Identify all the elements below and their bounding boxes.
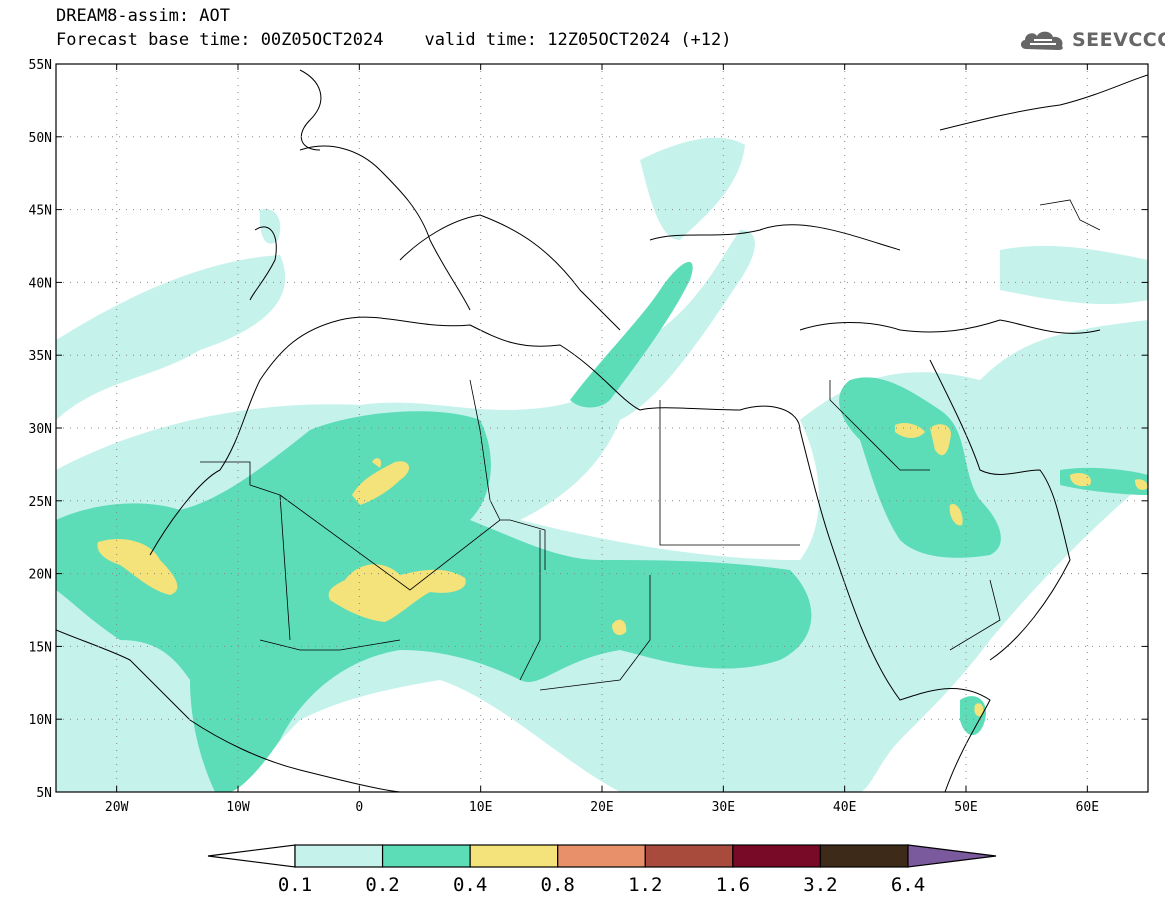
lat-tick-label: 55N: [29, 58, 52, 73]
logo-text: SEEVCCC: [1072, 29, 1165, 51]
lon-tick-label: 0: [355, 800, 363, 815]
colorbar-high-arrow: [907, 844, 997, 868]
forecast-time-subtitle: Forecast base time: 00Z05OCT2024 valid t…: [56, 30, 732, 50]
colorbar-segment: [819, 844, 909, 868]
lat-tick-label: 45N: [29, 204, 52, 219]
lon-tick-label: 10E: [469, 800, 492, 815]
longitude-axis: 20W 10W 0 10E 20E 30E 40E 50E 60E: [105, 64, 1099, 815]
colorbar-segment: [381, 844, 471, 868]
colorbar: 0.1 0.2 0.4 0.8 1.2 1.6 3.2 6.4: [207, 844, 997, 896]
colorbar-segment: [294, 844, 384, 868]
coastlines: [56, 69, 1148, 792]
lat-tick-label: 25N: [29, 495, 52, 510]
colorbar-segment: [469, 844, 559, 868]
colorbar-label: 0.8: [541, 874, 575, 896]
lat-tick-label: 30N: [29, 422, 52, 437]
lon-tick-label: 10W: [226, 800, 250, 815]
lat-tick-label: 15N: [29, 640, 52, 655]
lat-tick-label: 40N: [29, 276, 52, 291]
lon-tick-label: 20E: [590, 800, 613, 815]
latitude-axis: 5N 10N 15N 20N 25N 30N 35N 40N 45N 50N 55N: [29, 58, 1148, 801]
cloud-icon: [1020, 31, 1063, 50]
colorbar-segment: [557, 844, 646, 868]
lon-tick-label: 60E: [1076, 800, 1099, 815]
colorbar-label: 6.4: [891, 874, 925, 896]
lon-tick-label: 50E: [954, 800, 977, 815]
colorbar-label: 1.2: [628, 874, 662, 896]
colorbar-segment: [644, 844, 734, 868]
lon-tick-label: 20W: [105, 800, 129, 815]
colorbar-label: 1.6: [716, 874, 750, 896]
colorbar-label: 0.1: [278, 874, 312, 896]
colorbar-label: 3.2: [803, 874, 837, 896]
aot-level-0.4: [97, 422, 1148, 717]
colorbar-label: 0.4: [453, 874, 487, 896]
lon-tick-label: 30E: [712, 800, 735, 815]
lat-tick-label: 35N: [29, 349, 52, 364]
lat-tick-label: 20N: [29, 568, 52, 583]
lat-tick-label: 10N: [29, 713, 52, 728]
aot-field: [56, 64, 1148, 792]
colorbar-segment: [732, 844, 822, 868]
colorbar-low-arrow: [207, 844, 296, 868]
seevccc-logo: SEEVCCC: [1018, 24, 1165, 56]
lat-tick-label: 50N: [29, 131, 52, 146]
colorbar-label: 0.2: [365, 874, 399, 896]
country-borders: [200, 199, 1101, 691]
map-title: DREAM8-assim: AOT: [56, 6, 230, 26]
lon-tick-label: 40E: [833, 800, 856, 815]
graticule: [56, 64, 1148, 792]
lat-tick-label: 5N: [36, 786, 52, 801]
